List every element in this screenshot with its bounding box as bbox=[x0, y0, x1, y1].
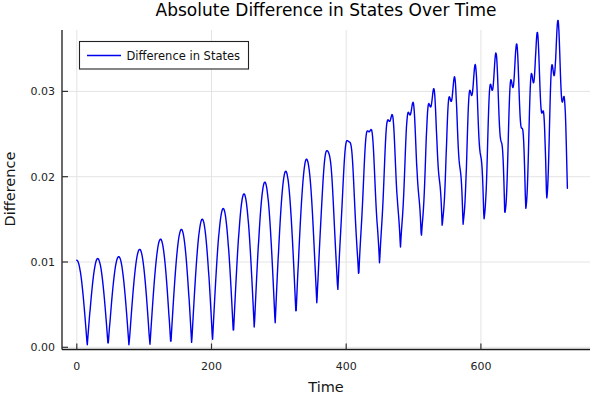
legend: Difference in States bbox=[80, 42, 249, 70]
tick-marks bbox=[62, 91, 481, 349]
axes bbox=[62, 30, 590, 350]
gridlines bbox=[62, 30, 590, 349]
x-tick-label: 200 bbox=[201, 360, 222, 373]
y-axis-label: Difference bbox=[2, 152, 18, 227]
x-tick-labels: 0 200 400 600 bbox=[73, 360, 491, 373]
y-tick-label: 0.00 bbox=[31, 341, 56, 354]
y-tick-label: 0.03 bbox=[31, 85, 56, 98]
legend-label: Difference in States bbox=[127, 49, 241, 63]
y-tick-label: 0.01 bbox=[31, 256, 56, 269]
x-axis-label: Time bbox=[307, 379, 344, 395]
chart-title: Absolute Difference in States Over Time bbox=[156, 0, 497, 20]
y-tick-label: 0.02 bbox=[31, 171, 56, 184]
y-tick-labels: 0.00 0.01 0.02 0.03 bbox=[31, 85, 56, 354]
x-tick-label: 0 bbox=[73, 360, 80, 373]
x-tick-label: 600 bbox=[470, 360, 491, 373]
x-tick-label: 400 bbox=[336, 360, 357, 373]
chart: 0 200 400 600 0.00 0.01 0.02 0.03 Difference i… bbox=[0, 0, 600, 400]
chart-frame: 0 200 400 600 0.00 0.01 0.02 0.03 Difference i… bbox=[0, 0, 600, 400]
